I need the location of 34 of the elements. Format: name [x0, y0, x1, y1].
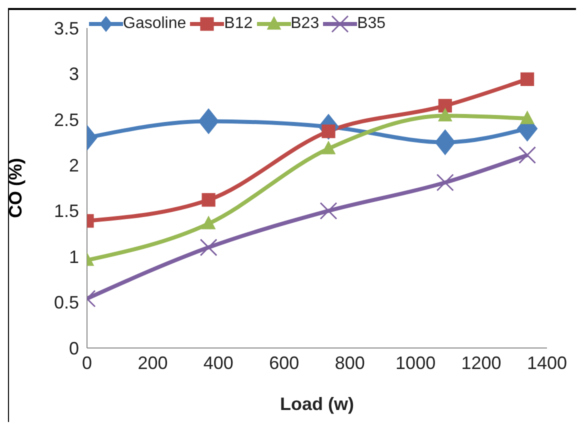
point: [436, 174, 454, 192]
y-tick-label: 2: [68, 156, 79, 176]
x-tick-label: 200: [138, 352, 168, 373]
x-tick-label: 1400: [526, 352, 568, 373]
y-tick-label: 0.5: [54, 292, 79, 313]
point: [202, 193, 216, 207]
legend-label: B12: [224, 15, 253, 33]
y-tick-label: 1.5: [54, 201, 79, 222]
x-tick-label: 0: [82, 352, 92, 373]
y-tick-label: 0: [68, 338, 79, 358]
x-tick-label: 1000: [396, 352, 436, 373]
point: [320, 202, 338, 220]
y-tick-label: 3: [68, 64, 79, 84]
y-tick-label: 3.5: [54, 18, 79, 38]
point: [520, 72, 534, 86]
y-tick-label: 2.5: [54, 110, 79, 130]
x-tick-label: 800: [334, 352, 365, 373]
x-tick-label: 1200: [461, 352, 502, 373]
x-tick-label: 600: [269, 352, 300, 373]
point: [198, 108, 219, 134]
point: [438, 98, 452, 113]
point: [520, 110, 534, 124]
point: [438, 108, 452, 122]
point: [200, 238, 218, 256]
y-tick-label: 1: [68, 246, 79, 267]
x-tick-label: 400: [203, 352, 234, 373]
point: [518, 146, 536, 164]
legend-label: B23: [290, 15, 320, 33]
point: [434, 129, 456, 156]
legend-label: B35: [357, 15, 386, 33]
point: [321, 140, 336, 154]
x-axis-title: Load (w): [280, 394, 354, 414]
legend-label: Gasoline: [123, 15, 186, 33]
point: [201, 216, 216, 230]
